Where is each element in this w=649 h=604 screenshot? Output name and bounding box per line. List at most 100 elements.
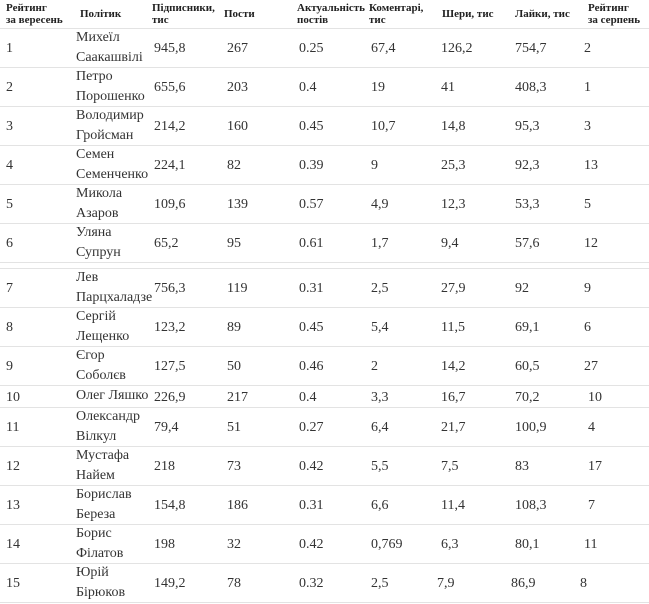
shares-cell: 12,3 xyxy=(441,197,466,212)
posts-cell: 267 xyxy=(227,41,248,56)
subscribers-cell: 198 xyxy=(154,537,175,552)
header-rank-august-line1: Рейтинг xyxy=(588,2,629,14)
rank-august-cell: 27 xyxy=(584,359,598,374)
likes-cell: 95,3 xyxy=(515,119,540,134)
comments-cell: 19 xyxy=(371,80,385,95)
politician-name-cell: Борис Філатов xyxy=(76,524,123,564)
header-comments: Коментарі, тис xyxy=(369,2,423,26)
posts-cell: 32 xyxy=(227,537,241,552)
rank-cell: 10 xyxy=(6,390,20,405)
shares-cell: 41 xyxy=(441,80,455,95)
politician-name-line: Уляна xyxy=(76,225,112,240)
subscribers-cell: 214,2 xyxy=(154,119,186,134)
rank-august-cell: 1 xyxy=(584,80,591,95)
rank-august-cell: 13 xyxy=(584,158,598,173)
posts-cell: 82 xyxy=(227,158,241,173)
subscribers-cell: 65,2 xyxy=(154,236,179,251)
likes-cell: 53,3 xyxy=(515,197,540,212)
rank-august-cell: 5 xyxy=(584,197,591,212)
politician-name-cell: Петро Порошенко xyxy=(76,67,145,107)
politician-name-line: Олександр xyxy=(76,409,140,424)
header-likes: Лайки, тис xyxy=(515,8,570,20)
rank-cell: 3 xyxy=(6,119,13,134)
likes-cell: 754,7 xyxy=(515,41,547,56)
politician-name-line: Лев xyxy=(76,270,99,285)
shares-cell: 11,5 xyxy=(441,320,465,335)
table-row: 2 655,6 203 0.4 19 41 408,3 1 Петро Порошенко xyxy=(0,67,649,107)
politician-name-line: Михеїл xyxy=(76,30,120,45)
subscribers-cell: 226,9 xyxy=(154,390,186,405)
relevance-cell: 0.45 xyxy=(299,320,324,335)
header-subscribers-line1: Підписники, xyxy=(152,2,215,14)
politician-name-line: Сергій xyxy=(76,309,116,324)
politician-name-line: Супрун xyxy=(76,245,121,260)
comments-cell: 0,769 xyxy=(371,537,403,552)
rank-cell: 1 xyxy=(6,41,13,56)
shares-cell: 14,8 xyxy=(441,119,466,134)
shares-cell: 16,7 xyxy=(441,390,466,405)
header-subscribers-line2: тис xyxy=(152,14,169,26)
relevance-cell: 0.25 xyxy=(299,41,324,56)
politician-name-cell: Уляна Супрун xyxy=(76,223,121,263)
relevance-cell: 0.4 xyxy=(299,80,317,95)
relevance-cell: 0.32 xyxy=(299,576,324,591)
rank-cell: 15 xyxy=(6,576,20,591)
subscribers-cell: 224,1 xyxy=(154,158,186,173)
likes-cell: 92,3 xyxy=(515,158,540,173)
header-relevance-line2: постів xyxy=(297,14,329,26)
politician-name-line: Бірюков xyxy=(76,585,126,600)
politician-name-cell: Єгор Соболєв xyxy=(76,346,126,386)
header-relevance-line1: Актуальність xyxy=(297,2,365,14)
header-shares: Шери, тис xyxy=(442,8,494,20)
rank-cell: 12 xyxy=(6,459,20,474)
politician-name-line: Олег Ляшко xyxy=(76,388,149,403)
politician-name-cell: Лев Парцхаладзе xyxy=(76,268,152,308)
rank-august-cell: 17 xyxy=(588,459,602,474)
comments-cell: 10,7 xyxy=(371,119,396,134)
rank-cell: 5 xyxy=(6,197,13,212)
posts-cell: 139 xyxy=(227,197,248,212)
politician-name-cell: Михеїл Саакашвілі xyxy=(76,28,143,68)
table-row: 12 218 73 0.42 5,5 7,5 83 17 Мустафа Найем xyxy=(0,446,649,486)
likes-cell: 108,3 xyxy=(515,498,547,513)
table-row: 15 149,2 78 0.32 2,5 7,9 86,9 8 Юрій Бірюков xyxy=(0,563,649,603)
relevance-cell: 0.31 xyxy=(299,498,324,513)
politician-name-cell: Сергій Лещенко xyxy=(76,307,129,347)
shares-cell: 21,7 xyxy=(441,420,466,435)
header-rank-september: Рейтинг за вересень xyxy=(6,2,63,26)
rank-cell: 4 xyxy=(6,158,13,173)
politician-name-line: Вілкул xyxy=(76,429,117,444)
likes-cell: 70,2 xyxy=(515,390,540,405)
politician-name-cell: Микола Азаров xyxy=(76,184,122,224)
comments-cell: 67,4 xyxy=(371,41,396,56)
header-posts: Пости xyxy=(224,8,255,20)
relevance-cell: 0.46 xyxy=(299,359,324,374)
shares-cell: 27,9 xyxy=(441,281,466,296)
posts-cell: 217 xyxy=(227,390,248,405)
likes-cell: 408,3 xyxy=(515,80,547,95)
table-row: 9 127,5 50 0.46 2 14,2 60,5 27 Єгор Соболєв xyxy=(0,346,649,386)
shares-cell: 25,3 xyxy=(441,158,466,173)
comments-cell: 1,7 xyxy=(371,236,389,251)
rank-cell: 7 xyxy=(6,281,13,296)
shares-cell: 6,3 xyxy=(441,537,459,552)
rank-cell: 8 xyxy=(6,320,13,335)
relevance-cell: 0.4 xyxy=(299,390,317,405)
comments-cell: 6,4 xyxy=(371,420,389,435)
rank-august-cell: 8 xyxy=(580,576,587,591)
politician-name-cell: Володимир Гройсман xyxy=(76,106,144,146)
relevance-cell: 0.27 xyxy=(299,420,324,435)
header-rank-september-line1: Рейтинг xyxy=(6,2,47,14)
posts-cell: 89 xyxy=(227,320,241,335)
header-relevance: Актуальність постів xyxy=(297,2,365,26)
header-rank-august: Рейтинг за серпень xyxy=(588,2,640,26)
posts-cell: 160 xyxy=(227,119,248,134)
table-row: 3 214,2 160 0.45 10,7 14,8 95,3 3 Володимир Гройс… xyxy=(0,106,649,146)
politician-name-line: Микола xyxy=(76,186,123,201)
rank-august-cell: 11 xyxy=(584,537,598,552)
table-row: 4 224,1 82 0.39 9 25,3 92,3 13 Семен Семенченко xyxy=(0,145,649,185)
posts-cell: 78 xyxy=(227,576,241,591)
posts-cell: 203 xyxy=(227,80,248,95)
relevance-cell: 0.42 xyxy=(299,537,324,552)
comments-cell: 2,5 xyxy=(371,281,389,296)
